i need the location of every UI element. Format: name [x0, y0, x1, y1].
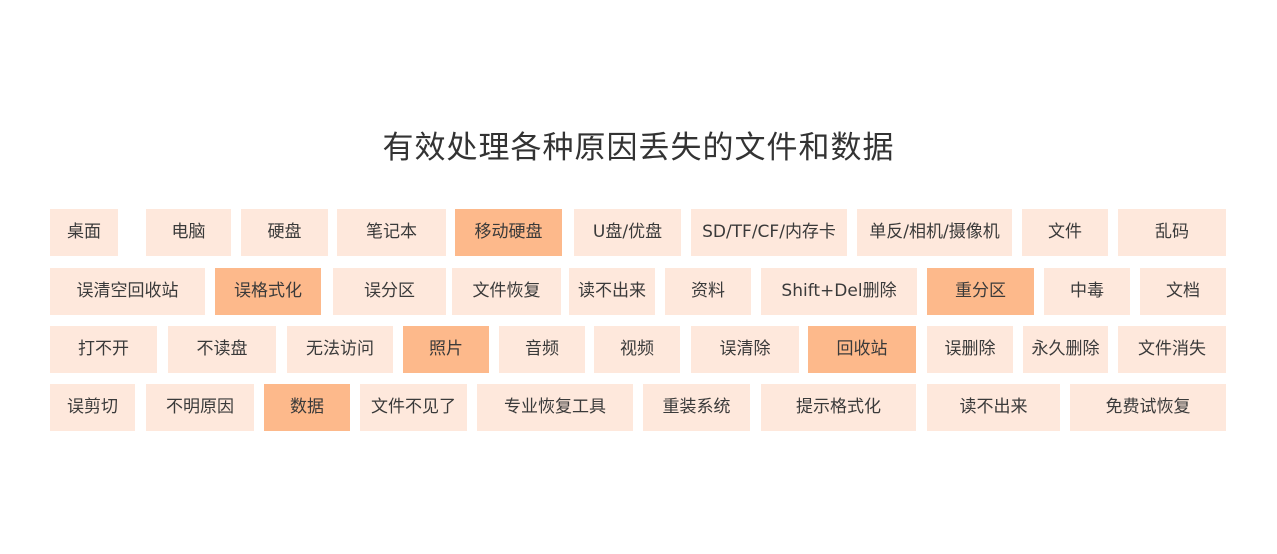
tag[interactable]: 笔记本: [337, 209, 446, 256]
tag[interactable]: 误剪切: [50, 384, 135, 431]
tag-highlighted[interactable]: 重分区: [927, 268, 1034, 315]
tag[interactable]: 硬盘: [241, 209, 328, 256]
tag[interactable]: 音频: [499, 326, 585, 373]
tag[interactable]: 视频: [594, 326, 680, 373]
tag[interactable]: 重装系统: [643, 384, 750, 431]
tag[interactable]: 读不出来: [927, 384, 1060, 431]
tag[interactable]: 文件不见了: [360, 384, 467, 431]
tag[interactable]: 专业恢复工具: [477, 384, 633, 431]
tag[interactable]: 乱码: [1118, 209, 1226, 256]
tag[interactable]: 读不出来: [569, 268, 655, 315]
tag[interactable]: SD/TF/CF/内存卡: [691, 209, 847, 256]
tag[interactable]: 免费试恢复: [1070, 384, 1226, 431]
tag[interactable]: 电脑: [146, 209, 231, 256]
tag-highlighted[interactable]: 移动硬盘: [455, 209, 562, 256]
tag[interactable]: 中毒: [1044, 268, 1130, 315]
tag[interactable]: 资料: [665, 268, 751, 315]
tag[interactable]: 单反/相机/摄像机: [857, 209, 1012, 256]
tag[interactable]: 误清除: [691, 326, 799, 373]
tag[interactable]: 文件: [1022, 209, 1108, 256]
tag[interactable]: 误删除: [927, 326, 1013, 373]
tag[interactable]: 打不开: [50, 326, 157, 373]
tag-highlighted[interactable]: 误格式化: [215, 268, 321, 315]
tag[interactable]: 无法访问: [287, 326, 393, 373]
tag[interactable]: 文件恢复: [452, 268, 561, 315]
tag[interactable]: 桌面: [50, 209, 118, 256]
tag[interactable]: 误清空回收站: [50, 268, 205, 315]
tag[interactable]: Shift+Del删除: [761, 268, 917, 315]
page-title: 有效处理各种原因丢失的文件和数据: [382, 130, 895, 166]
tag[interactable]: 永久删除: [1023, 326, 1108, 373]
tag[interactable]: 文件消失: [1118, 326, 1226, 373]
tag[interactable]: 文档: [1140, 268, 1226, 315]
tag-highlighted[interactable]: 数据: [264, 384, 350, 431]
tag[interactable]: U盘/优盘: [574, 209, 681, 256]
tag-highlighted[interactable]: 照片: [403, 326, 489, 373]
tag[interactable]: 不明原因: [146, 384, 254, 431]
tag[interactable]: 提示格式化: [761, 384, 916, 431]
tag[interactable]: 误分区: [333, 268, 446, 315]
tag-highlighted[interactable]: 回收站: [808, 326, 916, 373]
tag[interactable]: 不读盘: [168, 326, 276, 373]
